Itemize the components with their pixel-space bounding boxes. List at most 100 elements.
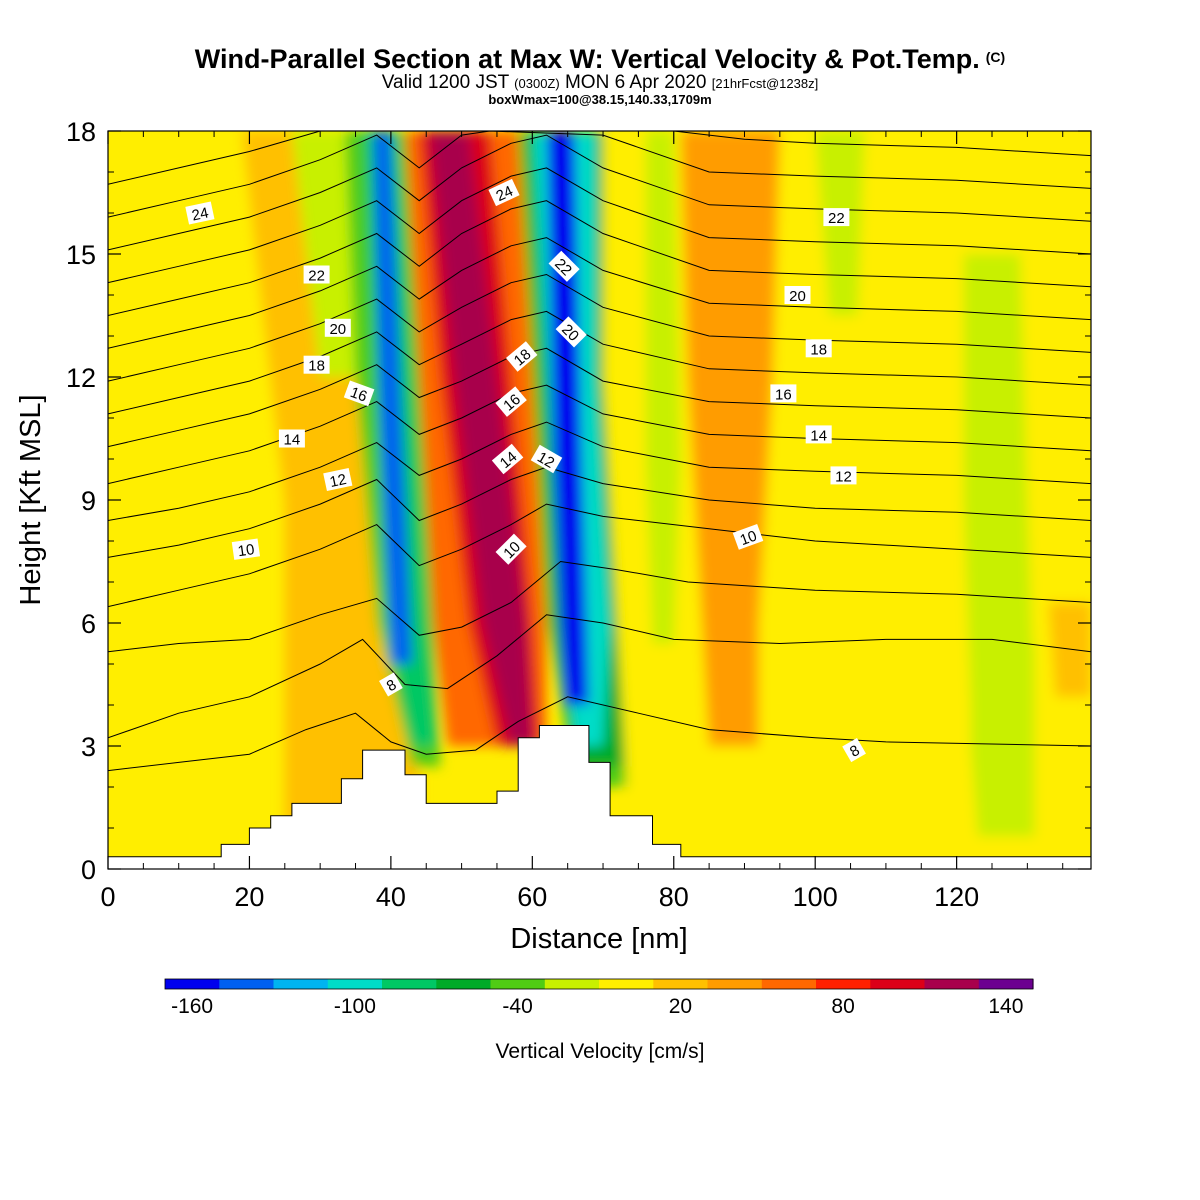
contour-label-box — [379, 672, 403, 697]
isentrope-9 — [108, 273, 1091, 382]
chart-title: Wind-Parallel Section at Max W: Vertical… — [0, 44, 1200, 75]
y-tick-label-1: 3 — [81, 732, 96, 762]
contour-label-box — [495, 386, 527, 417]
colorbar-label: Vertical Velocity [cm/s] — [496, 1040, 705, 1063]
contour-label-box — [732, 523, 764, 550]
contour-label-9: 24 — [488, 178, 520, 207]
colorbar-swatch-13 — [870, 979, 926, 989]
contour-label-21: 14 — [805, 425, 832, 444]
colorbar-tick-label-4: 80 — [831, 995, 854, 1018]
contour-label-11: 20 — [555, 316, 587, 348]
contour-label-text: 18 — [810, 341, 827, 358]
y-tick-label-6: 18 — [66, 117, 96, 147]
y-tick-label-2: 6 — [81, 609, 96, 639]
contour-label-text: 16 — [348, 384, 369, 406]
velocity-region-14 — [680, 131, 780, 746]
title-mark: (C) — [985, 49, 1006, 65]
contour-label-15: 12 — [530, 444, 563, 474]
contour-label-box — [784, 286, 811, 304]
velocity-region-19 — [970, 643, 1035, 837]
velocity-region-20 — [1048, 602, 1091, 697]
contour-label-text: 12 — [835, 468, 852, 485]
colorbar-tick-label-1: -100 — [334, 995, 376, 1018]
contour-label-1: 22 — [303, 265, 330, 285]
contour-label-box — [343, 380, 375, 407]
plot-area: 24 22 20 18 16 14 12 10 8 24 22 20 18 16 14 12 10 22 20 18 1… — [108, 131, 1091, 869]
x-tick-label-4: 80 — [659, 882, 689, 912]
colorbar-swatch-12 — [816, 979, 871, 989]
contour-label-box — [185, 201, 215, 225]
colorbar-swatch-1 — [219, 979, 275, 989]
contour-label-box — [842, 738, 866, 763]
colorbar-swatch-3 — [327, 979, 383, 989]
contour-label-23: 10 — [732, 523, 764, 550]
contour-label-20: 16 — [770, 384, 797, 403]
contour-label-box — [555, 316, 587, 348]
colorbar-swatch-5 — [436, 979, 492, 989]
isentrope-5 — [108, 421, 1091, 521]
x-tick-label-5: 100 — [793, 882, 838, 912]
isentrope-7 — [108, 347, 1091, 448]
isentrope-11 — [108, 200, 1091, 316]
chart-subtitle: Valid 1200 JST (0300Z) MON 6 Apr 2020 [2… — [0, 72, 1200, 94]
velocity-region-13 — [645, 131, 681, 644]
colorbar-tick-label-5: 140 — [988, 995, 1023, 1018]
contour-label-22: 12 — [830, 466, 857, 485]
colorbar-tick-label-3: 20 — [669, 995, 692, 1018]
contour-label-10: 22 — [548, 250, 580, 282]
contour-label-text: 20 — [329, 321, 346, 338]
y-tick-label-0: 0 — [81, 855, 96, 885]
colorbar-swatch-11 — [761, 979, 817, 989]
isentrope-13 — [108, 134, 1091, 251]
contour-label-box — [303, 265, 330, 284]
velocity-region-11 — [546, 131, 589, 705]
contour-label-13: 16 — [495, 386, 527, 417]
contour-label-7: 10 — [231, 538, 261, 560]
isentrope-10 — [108, 237, 1091, 349]
velocity-region-4 — [373, 131, 413, 664]
colorbar-swatch-6 — [490, 979, 546, 989]
x-tick-label-1: 20 — [234, 882, 264, 912]
y-tick-label-4: 12 — [66, 363, 96, 393]
contour-label-text: 24 — [493, 183, 515, 205]
x-tick-label-3: 60 — [517, 882, 547, 912]
contour-label-text: 10 — [738, 527, 759, 549]
contour-label-12: 18 — [505, 341, 538, 372]
contour-label-text: 20 — [789, 288, 806, 305]
title-text: Wind-Parallel Section at Max W: Vertical… — [194, 44, 980, 74]
contour-label-box — [805, 425, 832, 444]
axes: 0 20 40 60 80 100 120 0 3 6 9 12 15 18 — [66, 117, 1091, 912]
contour-label-box — [303, 355, 330, 374]
contour-label-3: 18 — [303, 355, 330, 375]
contour-label-6: 12 — [323, 467, 353, 491]
isentrope-1 — [108, 614, 1091, 739]
contour-label-text: 12 — [534, 449, 557, 472]
x-axis-label: Distance [nm] — [510, 923, 687, 955]
colorbar-swatch-15 — [978, 979, 1034, 989]
contour-label-text: 14 — [284, 432, 301, 449]
contour-label-text: 22 — [308, 268, 325, 285]
contour-label-text: 10 — [237, 541, 256, 560]
isentrope-8 — [108, 310, 1091, 415]
contour-label-text: 16 — [775, 386, 792, 403]
colorbar-swatch-4 — [382, 979, 437, 989]
contour-label-text: 14 — [810, 427, 827, 444]
contour-label-8: 8 — [379, 672, 403, 697]
contour-label-5: 14 — [278, 429, 305, 449]
contour-label-24: 8 — [842, 738, 866, 763]
contour-label-16: 10 — [495, 533, 527, 565]
contour-labels: 24 22 20 18 16 14 12 10 8 24 22 20 18 16 14 12 10 22 20 18 1… — [185, 178, 866, 763]
contour-label-box — [231, 538, 261, 560]
contour-label-18: 20 — [784, 286, 811, 305]
contour-label-19: 18 — [805, 339, 832, 358]
contour-label-box — [324, 318, 351, 337]
contour-label-text: 22 — [828, 210, 845, 227]
subtitle-date: MON 6 Apr 2020 — [564, 72, 707, 93]
x-tick-label-6: 120 — [934, 882, 979, 912]
contour-label-box — [823, 208, 850, 227]
subtitle-valid: Valid 1200 JST — [381, 72, 509, 93]
subtitle-utc: (0300Z) — [514, 76, 560, 91]
contour-label-text: 18 — [308, 358, 325, 375]
isentrope-3 — [108, 503, 1091, 608]
